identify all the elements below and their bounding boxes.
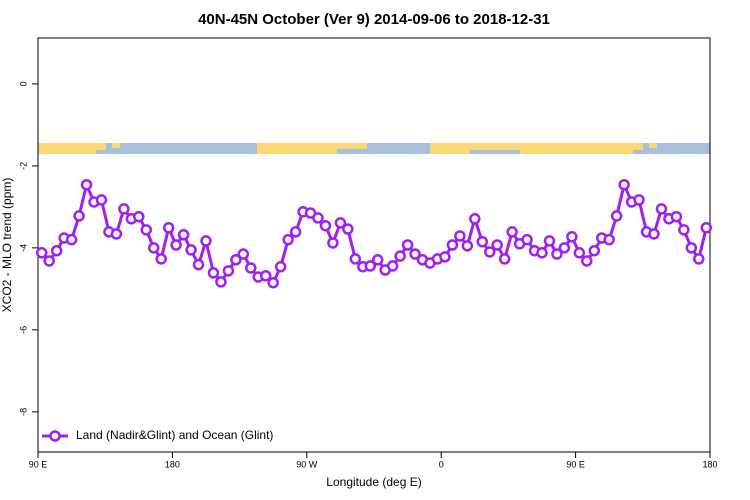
data-point: [603, 233, 615, 246]
data-point: [401, 239, 414, 251]
data-point: [536, 247, 548, 259]
data-point: [476, 235, 489, 248]
data-point: [65, 233, 78, 246]
data-point: [110, 228, 123, 240]
data-point: [506, 226, 518, 238]
data-point: [439, 251, 451, 263]
plot-frame: [37, 37, 711, 453]
data-point: [207, 267, 220, 279]
land-ocean-strip: [38, 143, 710, 154]
data-point: [43, 255, 55, 267]
data-point: [364, 260, 377, 272]
data-point: [483, 246, 496, 258]
y-tick-label: -6: [18, 326, 28, 334]
x-tick-label: 90 E: [29, 459, 48, 469]
legend-label: Land (Nadir&Glint) and Ocean (Glint): [76, 428, 273, 442]
data-point: [177, 229, 190, 241]
data-point: [543, 235, 556, 247]
data-point: [73, 210, 85, 222]
data-point: [319, 219, 332, 232]
data-point: [573, 247, 586, 259]
data-point: [394, 250, 406, 262]
data-point: [200, 235, 212, 247]
y-tick-label: -8: [18, 408, 28, 416]
data-point: [192, 258, 205, 271]
data-point: [342, 223, 354, 235]
data-point: [259, 269, 272, 282]
data-point: [566, 231, 578, 243]
data-point: [327, 237, 339, 249]
data-point: [648, 228, 660, 240]
data-point: [409, 248, 421, 260]
data-point: [170, 239, 182, 251]
data-point: [521, 233, 533, 246]
data-point: [386, 260, 399, 272]
data-point: [162, 222, 175, 234]
data-point: [670, 210, 683, 223]
data-point: [678, 224, 690, 236]
x-axis-label: Longitude (deg E): [326, 475, 421, 489]
data-point: [35, 247, 48, 259]
data-point: [558, 242, 571, 254]
data-point: [685, 242, 698, 254]
data-point: [289, 226, 302, 238]
data-point: [633, 194, 645, 206]
legend-marker: [49, 430, 61, 442]
data-point: [498, 253, 511, 265]
data-point: [655, 203, 668, 215]
chart-title: 40N-45N October (Ver 9) 2014-09-06 to 20…: [198, 11, 550, 28]
data-point: [222, 265, 235, 277]
data-point: [491, 239, 503, 251]
y-tick-label: -2: [18, 162, 28, 170]
data-point: [312, 212, 324, 224]
data-point: [618, 178, 630, 191]
data-point: [700, 222, 713, 234]
data-point: [50, 244, 63, 257]
data-point: [95, 194, 108, 206]
data-point: [446, 239, 459, 251]
data-point: [80, 178, 93, 191]
data-point: [469, 213, 481, 225]
data-point: [133, 210, 145, 223]
data-point: [610, 210, 623, 222]
data-point: [581, 255, 593, 267]
data-point: [454, 230, 466, 242]
data-point: [245, 262, 257, 274]
x-tick-label: 180: [165, 459, 180, 469]
y-tick-label: 0: [18, 81, 28, 86]
y-tick-label: -4: [18, 244, 28, 252]
data-point: [267, 276, 279, 289]
data-point: [155, 253, 167, 265]
data-point: [693, 253, 705, 265]
data-point: [334, 217, 347, 229]
data-point: [230, 254, 242, 266]
data-point: [349, 253, 362, 265]
x-tick-label: 180: [702, 459, 717, 469]
x-tick-label: 90 W: [296, 459, 318, 469]
data-point: [274, 260, 287, 273]
data-point: [371, 254, 384, 266]
data-point: [140, 224, 153, 236]
data-point: [551, 248, 563, 260]
x-tick-label: 90 E: [566, 459, 585, 469]
data-point: [237, 248, 250, 260]
data-point: [282, 233, 294, 246]
data-point: [461, 240, 474, 252]
data-point: [588, 244, 601, 257]
data-point: [215, 276, 227, 288]
data-point: [118, 203, 130, 215]
y-axis-label: XCO2 - MLO trend (ppm): [0, 178, 14, 313]
data-point: [147, 242, 160, 254]
x-tick-label: 0: [439, 459, 444, 469]
data-point: [185, 244, 197, 256]
